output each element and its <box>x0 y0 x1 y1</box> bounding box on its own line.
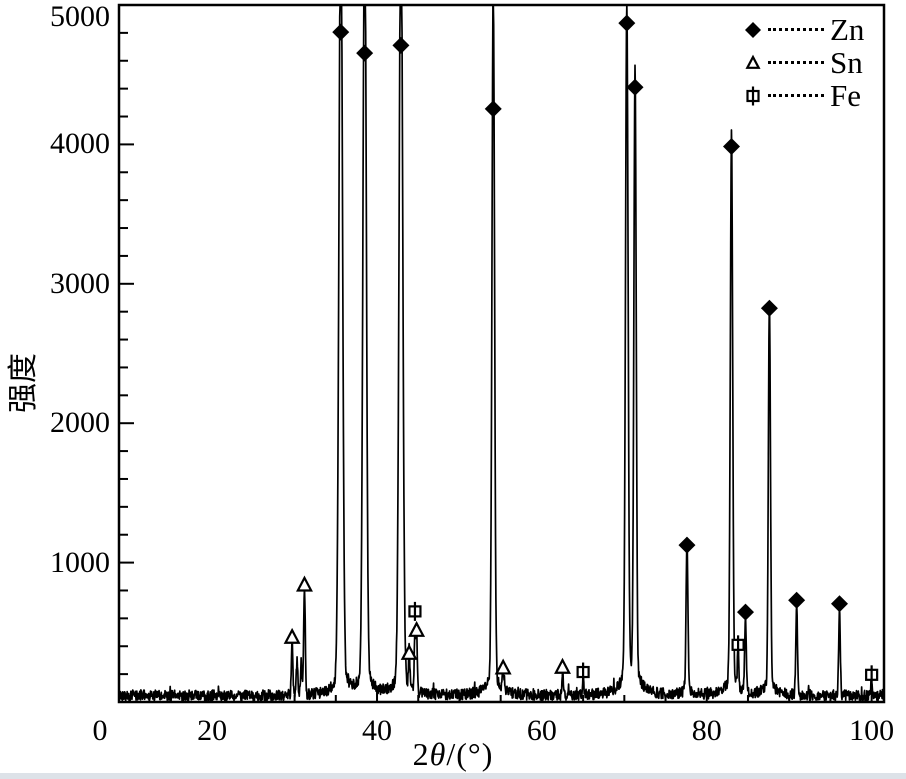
legend-dotted-leader <box>768 61 824 64</box>
x-tick-label: 60 <box>526 714 557 747</box>
zn-peak-marker <box>722 137 740 155</box>
y-tick-label: 1000 <box>50 545 110 579</box>
zn-peak-marker <box>618 14 636 32</box>
zn-peak-marker <box>484 100 502 118</box>
y-axis-title: 强度 <box>7 353 40 413</box>
zn-peak-marker <box>788 591 806 609</box>
legend-label: Sn <box>830 45 863 80</box>
legend-dotted-leader <box>768 28 824 31</box>
legend-triangle <box>745 54 761 69</box>
x-axis-title-unit: /(°) <box>446 736 494 772</box>
legend-item-fe: Fe <box>740 80 864 111</box>
x-tick-label: 40 <box>362 714 393 747</box>
zn-peak-marker <box>626 78 644 96</box>
y-tick-label: 3000 <box>50 266 110 300</box>
legend-label: Zn <box>830 12 865 47</box>
zn-peak-marker <box>356 44 374 62</box>
legend: Zn Sn Fe <box>740 14 864 111</box>
sn-peak-marker <box>408 620 426 637</box>
open-square-bar-icon <box>740 84 766 108</box>
sn-peak-marker <box>296 575 313 592</box>
x-axis-title-pre: 2 <box>412 736 430 772</box>
y-tick-label: 5000 <box>50 0 110 33</box>
sn-peak-marker <box>494 658 512 675</box>
legend-dotted-leader <box>768 94 824 97</box>
open-triangle-icon <box>740 51 766 75</box>
x-tick-label: 100 <box>849 714 895 747</box>
legend-diamond <box>745 21 761 38</box>
x-tick-label: 20 <box>197 714 228 747</box>
zn-peak-marker <box>760 299 778 317</box>
legend-label: Fe <box>830 78 861 113</box>
sn-peak-marker <box>400 643 418 660</box>
zn-peak-marker <box>392 36 410 54</box>
legend-item-sn: Sn <box>740 47 864 78</box>
filled-diamond-icon <box>740 18 766 42</box>
x-axis-title: 2θ/(°) <box>0 737 906 771</box>
zn-peak-marker <box>332 23 350 41</box>
y-tick-label: 2000 <box>50 406 110 440</box>
legend-item-zn: Zn <box>740 14 864 45</box>
zn-peak-marker <box>830 595 848 613</box>
y-tick-label: 4000 <box>50 127 110 161</box>
sn-peak-marker <box>283 627 301 644</box>
page-bottom-strip <box>0 773 906 779</box>
sn-peak-marker <box>554 657 571 674</box>
zn-peak-marker <box>678 536 696 554</box>
zn-peak-marker <box>737 603 755 621</box>
theta-symbol: θ <box>429 736 447 772</box>
xrd-trace <box>118 4 885 702</box>
x-tick-label: 0 <box>92 714 108 747</box>
x-tick-label: 80 <box>691 714 722 747</box>
